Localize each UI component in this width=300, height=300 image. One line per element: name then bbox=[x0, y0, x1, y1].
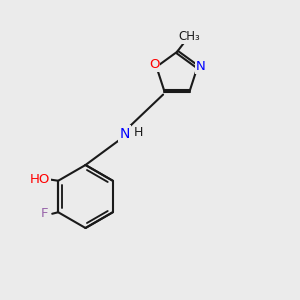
Text: CH₃: CH₃ bbox=[178, 30, 200, 44]
Text: N: N bbox=[196, 60, 206, 73]
Text: O: O bbox=[149, 58, 159, 71]
Text: H: H bbox=[134, 125, 144, 139]
Text: N: N bbox=[119, 127, 130, 140]
Text: HO: HO bbox=[30, 173, 50, 186]
Text: F: F bbox=[40, 207, 48, 220]
